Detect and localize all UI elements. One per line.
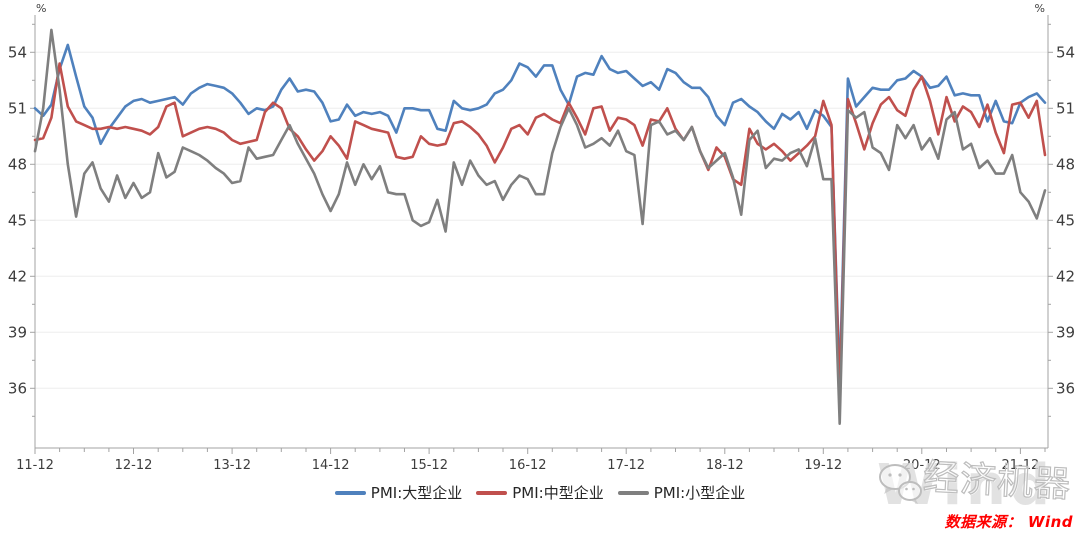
y-axis-label-left: 36 [8, 379, 27, 397]
legend-swatch-large [334, 490, 366, 495]
chart-legend: PMI:大型企业 PMI:中型企业 PMI:小型企业 [0, 482, 1080, 503]
x-axis-label: 18-12 [706, 458, 744, 473]
x-axis-label: 13-12 [213, 458, 251, 473]
x-axis-label: 12-12 [115, 458, 153, 473]
series-line-pmi-medium [33, 62, 1047, 399]
legend-label-small: PMI:小型企业 [653, 484, 746, 502]
y-axis-label-right: 51 [1056, 99, 1075, 117]
x-axis-label: 15-12 [410, 458, 448, 473]
legend-item-large: PMI:大型企业 [334, 482, 463, 503]
y-axis-label-left: 39 [8, 323, 27, 341]
right-axis-unit-label: % [1035, 2, 1045, 15]
left-axis-unit-label: % [36, 2, 46, 15]
legend-label-large: PMI:大型企业 [370, 484, 463, 502]
y-axis-label-right: 54 [1056, 43, 1075, 61]
legend-swatch-medium [476, 490, 508, 495]
y-axis-label-left: 45 [8, 211, 27, 229]
legend-label-medium: PMI:中型企业 [512, 484, 604, 502]
x-axis-label: 19-12 [804, 458, 842, 473]
series-line-pmi-small [33, 28, 1047, 426]
y-axis-label-left: 48 [8, 155, 27, 173]
legend-swatch-small [617, 490, 649, 495]
x-axis-label: 17-12 [607, 458, 645, 473]
series-line-pmi-large [33, 43, 1047, 385]
x-axis-label: 21-12 [1002, 458, 1040, 473]
x-axis-label: 11-12 [16, 458, 54, 473]
y-axis-label-right: 42 [1056, 267, 1075, 285]
legend-item-small: PMI:小型企业 [617, 482, 746, 503]
legend-item-medium: PMI:中型企业 [476, 482, 604, 503]
y-axis-label-right: 36 [1056, 379, 1075, 397]
y-axis-label-left: 42 [8, 267, 27, 285]
x-axis-label: 14-12 [312, 458, 350, 473]
y-axis-label-left: 54 [8, 43, 27, 61]
x-axis-label: 16-12 [509, 458, 547, 473]
y-axis-label-right: 48 [1056, 155, 1075, 173]
y-axis-label-right: 39 [1056, 323, 1075, 341]
data-source-label: 数据来源： Wind [944, 513, 1073, 531]
y-axis-label-right: 45 [1056, 211, 1075, 229]
x-axis-label: 20-12 [903, 458, 941, 473]
y-axis-label-left: 51 [8, 99, 27, 117]
